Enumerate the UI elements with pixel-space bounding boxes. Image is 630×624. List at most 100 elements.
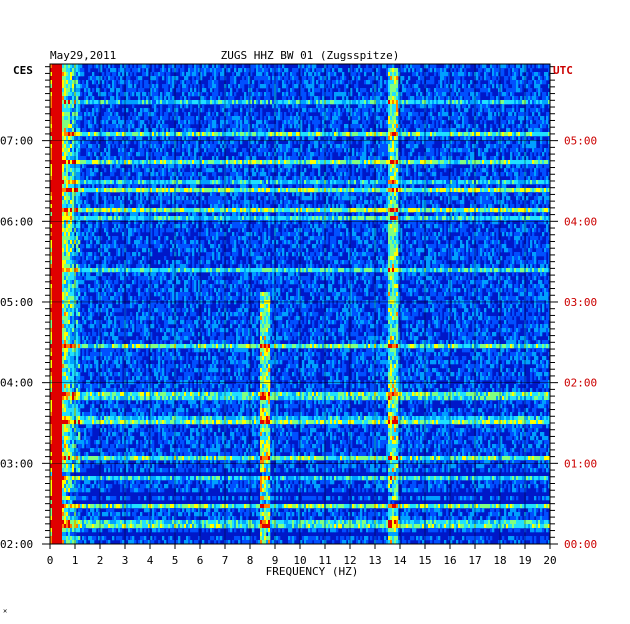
heatmap-cell	[78, 120, 81, 125]
heatmap-cell	[106, 112, 109, 117]
heatmap-cell	[356, 88, 359, 93]
heatmap-cell	[54, 144, 57, 149]
heatmap-cell	[442, 136, 445, 141]
heatmap-cell	[380, 76, 383, 81]
heatmap-cell	[402, 88, 405, 93]
heatmap-cell	[396, 172, 399, 177]
heatmap-cell	[178, 116, 181, 121]
heatmap-cell	[380, 124, 383, 129]
heatmap-cell	[384, 140, 387, 145]
heatmap-cell	[232, 140, 235, 145]
heatmap-cell	[360, 152, 363, 157]
heatmap-cell	[522, 100, 525, 105]
heatmap-cell	[112, 132, 115, 137]
heatmap-cell	[206, 116, 209, 121]
heatmap-cell	[258, 72, 261, 77]
heatmap-cell	[82, 84, 85, 89]
heatmap-cell	[402, 136, 405, 141]
heatmap-cell	[390, 108, 393, 113]
heatmap-cell	[142, 64, 145, 69]
heatmap-cell	[368, 120, 371, 125]
heatmap-cell	[68, 128, 71, 133]
heatmap-cell	[146, 132, 149, 137]
heatmap-cell	[538, 100, 541, 105]
heatmap-cell	[440, 184, 443, 189]
heatmap-cell	[264, 128, 267, 133]
heatmap-cell	[364, 184, 367, 189]
heatmap-cell	[392, 172, 395, 177]
heatmap-cell	[420, 132, 423, 137]
heatmap-cell	[360, 132, 363, 137]
heatmap-cell	[154, 72, 157, 77]
heatmap-cell	[128, 96, 131, 101]
heatmap-cell	[158, 120, 161, 125]
heatmap-cell	[50, 112, 53, 117]
heatmap-cell	[246, 132, 249, 137]
heatmap-cell	[92, 128, 95, 133]
heatmap-cell	[220, 168, 223, 173]
heatmap-cell	[58, 84, 61, 89]
heatmap-cell	[120, 144, 123, 149]
heatmap-cell	[502, 100, 505, 105]
heatmap-cell	[442, 92, 445, 97]
heatmap-cell	[308, 180, 311, 185]
heatmap-cell	[62, 148, 65, 153]
heatmap-cell	[128, 136, 131, 141]
heatmap-cell	[392, 180, 395, 185]
heatmap-cell	[72, 120, 75, 125]
heatmap-cell	[64, 172, 67, 177]
heatmap-cell	[52, 164, 55, 169]
heatmap-cell	[346, 164, 349, 169]
heatmap-cell	[502, 72, 505, 77]
heatmap-cell	[228, 144, 231, 149]
heatmap-cell	[532, 100, 535, 105]
heatmap-cell	[130, 72, 133, 77]
heatmap-cell	[308, 124, 311, 129]
heatmap-cell	[266, 80, 269, 85]
heatmap-cell	[380, 144, 383, 149]
heatmap-cell	[302, 160, 305, 165]
heatmap-cell	[66, 144, 69, 149]
heatmap-cell	[78, 136, 81, 141]
heatmap-cell	[454, 120, 457, 125]
heatmap-cell	[196, 64, 199, 69]
heatmap-cell	[478, 100, 481, 105]
heatmap-cell	[300, 156, 303, 161]
heatmap-cell	[52, 128, 55, 133]
heatmap-cell	[386, 184, 389, 189]
heatmap-cell	[50, 76, 53, 81]
heatmap-cell	[310, 108, 313, 113]
heatmap-cell	[476, 132, 479, 137]
heatmap-cell	[264, 84, 267, 89]
heatmap-cell	[122, 152, 125, 157]
heatmap-cell	[80, 176, 83, 181]
heatmap-cell	[186, 116, 189, 121]
heatmap-cell	[58, 128, 61, 133]
heatmap-cell	[160, 132, 163, 137]
heatmap-cell	[540, 76, 543, 81]
heatmap-cell	[234, 160, 237, 165]
heatmap-cell	[332, 136, 335, 141]
heatmap-cell	[466, 96, 469, 101]
heatmap-cell	[392, 68, 395, 73]
heatmap-cell	[438, 164, 441, 169]
heatmap-cell	[56, 112, 59, 117]
heatmap-cell	[244, 160, 247, 165]
heatmap-cell	[176, 116, 179, 121]
heatmap-cell	[322, 92, 325, 97]
heatmap-cell	[322, 108, 325, 113]
heatmap-cell	[52, 152, 55, 157]
heatmap-cell	[336, 148, 339, 153]
heatmap-cell	[106, 176, 109, 181]
heatmap-cell	[544, 140, 547, 145]
heatmap-cell	[276, 88, 279, 93]
heatmap-cell	[448, 180, 451, 185]
heatmap-cell	[136, 100, 139, 105]
heatmap-cell	[354, 132, 357, 137]
heatmap-cell	[398, 152, 401, 157]
heatmap-cell	[62, 160, 65, 165]
heatmap-cell	[432, 156, 435, 161]
heatmap-cell	[394, 180, 397, 185]
heatmap-cell	[92, 144, 95, 149]
heatmap-cell	[236, 132, 239, 137]
